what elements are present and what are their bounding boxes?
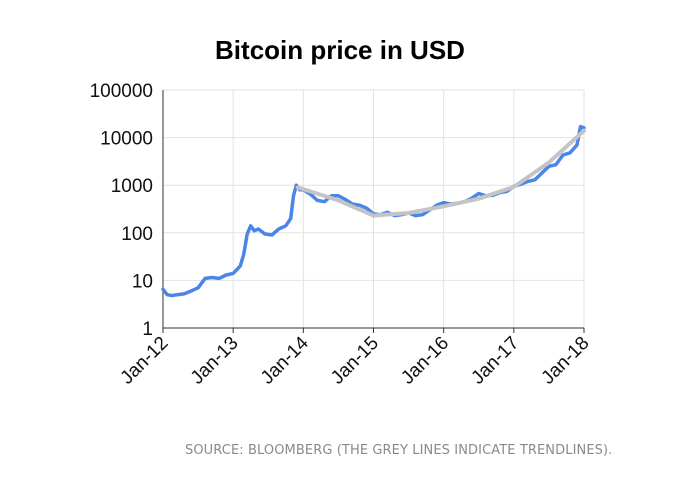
x-tick-label: Jan-18 (538, 333, 594, 389)
trendline (295, 185, 376, 218)
y-tick-label: 1000 (111, 176, 153, 197)
x-tick-label: Jan-17 (467, 333, 523, 389)
grid-lines (163, 89, 585, 328)
x-tick-label: Jan-12 (117, 333, 173, 389)
chart-title: Bitcoin price in USD (215, 35, 465, 65)
x-tick-label: Jan-16 (397, 333, 453, 389)
x-tick-label: Jan-14 (257, 332, 313, 388)
source-note: SOURCE: BLOOMBERG (THE GREY LINES INDICA… (185, 443, 613, 458)
series-lines (161, 124, 586, 298)
y-axis-ticks: 1 10 100 1000 10000 100000 (90, 81, 153, 340)
y-tick-label: 10 (132, 271, 153, 292)
x-tick-label: Jan-15 (327, 333, 383, 389)
y-tick-label: 100000 (90, 81, 153, 102)
y-tick-label: 1 (142, 319, 153, 340)
y-tick-label: 100 (121, 224, 153, 245)
y-tick-label: 10000 (100, 129, 153, 150)
x-axis-ticks: Jan-12 Jan-13 Jan-14 Jan-15 Jan-16 Jan-17 Jan-… (117, 332, 594, 388)
x-tick-label: Jan-13 (187, 333, 243, 389)
trendline (371, 128, 586, 218)
